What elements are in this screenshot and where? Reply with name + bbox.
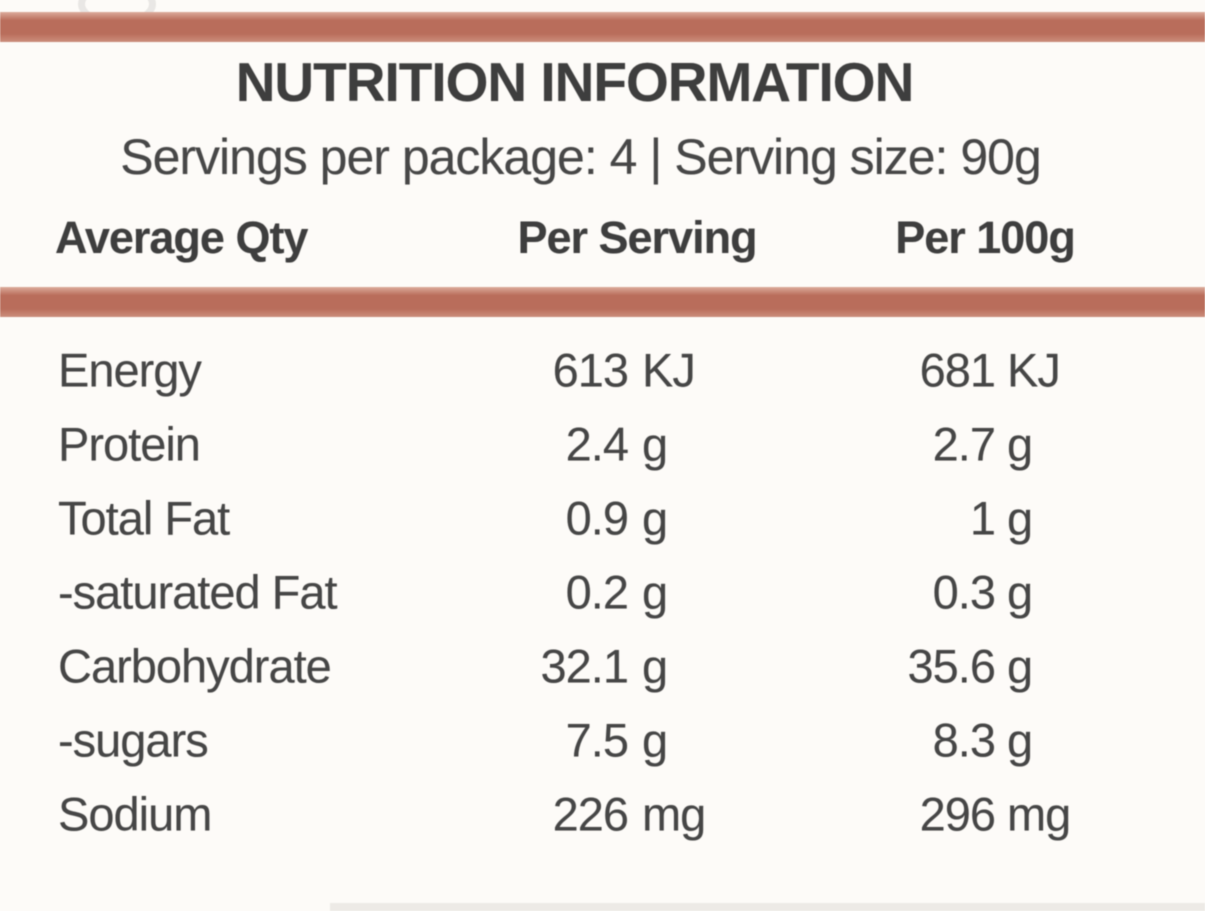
table-row: -sugars 7.5 g 8.3 g	[0, 703, 1205, 777]
table-row: Energy 613 KJ 681 KJ	[0, 333, 1205, 407]
per-100g-value: 1	[969, 491, 996, 545]
table-row: Total Fat 0.9 g 1 g	[0, 481, 1205, 555]
nutrient-table-body: Energy 613 KJ 681 KJ Protein 2.4 g 2.7 g Total Fat…	[0, 333, 1205, 851]
per-serving-value: 2.4	[565, 417, 629, 471]
per-100g-value: 35.6	[907, 639, 996, 693]
label-title: NUTRITION INFORMATION	[235, 51, 915, 113]
servings-line: Servings per package: 4 | Serving size: …	[120, 129, 1042, 185]
column-header-average-qty: Average Qty	[55, 212, 308, 263]
per-100g-value: 0.3	[932, 565, 996, 619]
per-100g-unit: g	[1007, 417, 1033, 471]
per-serving-value: 32.1	[540, 639, 629, 693]
per-serving-value: 613	[552, 343, 629, 397]
per-serving-unit: g	[642, 491, 668, 545]
per-100g-unit: mg	[1007, 787, 1071, 841]
per-100g-unit: g	[1007, 639, 1033, 693]
nutrient-name: Carbohydrate	[58, 639, 332, 693]
nutrient-name: -saturated Fat	[58, 565, 338, 619]
per-100g-value: 296	[919, 787, 996, 841]
per-serving-value: 7.5	[565, 713, 629, 767]
per-serving-unit: mg	[642, 787, 706, 841]
column-header-per-100g: Per 100g	[895, 212, 1076, 263]
bottom-edge-shadow	[330, 903, 1205, 911]
column-header-per-serving: Per Serving	[517, 212, 757, 263]
per-serving-value: 0.9	[565, 491, 629, 545]
per-serving-unit: g	[642, 565, 668, 619]
per-100g-unit: g	[1007, 713, 1033, 767]
per-100g-unit: KJ	[1007, 343, 1061, 397]
per-100g-unit: g	[1007, 565, 1033, 619]
table-row: Protein 2.4 g 2.7 g	[0, 407, 1205, 481]
nutrient-name: Total Fat	[58, 491, 230, 545]
per-serving-unit: g	[642, 713, 668, 767]
header-divider-bar	[0, 287, 1205, 317]
per-100g-value: 681	[919, 343, 996, 397]
nutrient-name: Protein	[58, 417, 201, 471]
per-serving-unit: g	[642, 417, 668, 471]
table-row: Sodium 226 mg 296 mg	[0, 777, 1205, 851]
top-divider-bar	[0, 12, 1205, 42]
table-row: -saturated Fat 0.2 g 0.3 g	[0, 555, 1205, 629]
nutrient-name: -sugars	[58, 713, 209, 767]
per-100g-unit: g	[1007, 491, 1033, 545]
per-serving-unit: KJ	[642, 343, 696, 397]
per-100g-value: 2.7	[932, 417, 996, 471]
per-serving-value: 0.2	[565, 565, 629, 619]
table-row: Carbohydrate 32.1 g 35.6 g	[0, 629, 1205, 703]
per-serving-value: 226	[552, 787, 629, 841]
nutrient-name: Energy	[58, 343, 202, 397]
per-100g-value: 8.3	[932, 713, 996, 767]
per-serving-unit: g	[642, 639, 668, 693]
nutrient-name: Sodium	[58, 787, 212, 841]
